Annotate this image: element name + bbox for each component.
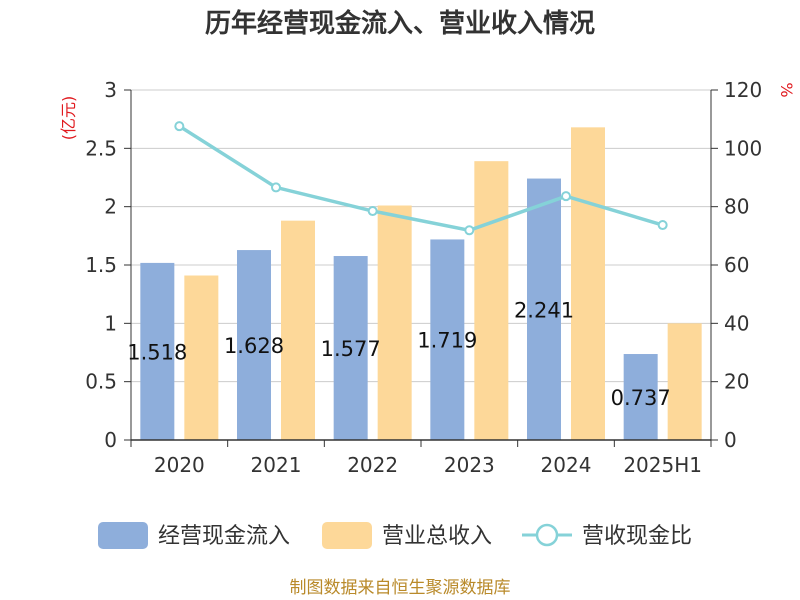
- x-tick-label: 2020: [154, 453, 205, 477]
- cash-inflow-bar: [333, 256, 368, 440]
- legend-label-revenue: 营业总收入: [382, 524, 492, 549]
- right-tick-label: 120: [724, 78, 762, 102]
- left-tick-label: 0.5: [85, 370, 117, 394]
- data-labels: 1.518 1.628 1.577 1.719 2.241 0.737: [127, 298, 670, 410]
- ratio-polyline: [178, 124, 664, 233]
- x-tick-label: 2022: [347, 453, 398, 477]
- right-tick-label: 20: [724, 370, 749, 394]
- x-tick-label: 2021: [251, 453, 302, 477]
- left-tick-label: 1: [104, 311, 117, 335]
- left-tick-label: 0: [104, 428, 117, 452]
- right-axis-unit: %: [777, 82, 796, 97]
- revenue-bar: [281, 220, 315, 440]
- revenue-bar: [474, 161, 509, 440]
- legend-swatch-cash-inflow: [98, 522, 148, 549]
- left-tick-label: 2: [104, 195, 117, 219]
- axes: 0 0.5 1 1.5 2 2.5 3 0 20 40 60 80 100 120 2020 2021 2022…: [85, 78, 762, 477]
- right-tick-label: 0: [724, 428, 737, 452]
- cash-inflow-data-label: 1.577: [321, 337, 381, 361]
- legend: 经营现金流入 营业总收入 营收现金比: [98, 522, 692, 549]
- right-tick-label: 60: [724, 253, 749, 277]
- x-tick-label: 2023: [444, 453, 495, 477]
- cash-inflow-bar: [430, 239, 465, 440]
- cash-inflow-data-label: 1.719: [417, 329, 477, 353]
- ratio-point: [271, 182, 281, 193]
- right-tick-label: 80: [724, 195, 749, 219]
- ratio-point: [464, 225, 475, 236]
- x-tick-label: 2025H1: [623, 453, 702, 477]
- revenue-bar: [667, 323, 702, 440]
- cash-inflow-bar: [623, 354, 658, 440]
- left-tick-label: 3: [104, 78, 117, 102]
- ratio-point: [561, 191, 571, 202]
- ratio-point: [367, 206, 378, 217]
- legend-swatch-revenue: [322, 522, 372, 549]
- legend-label-cash-inflow: 经营现金流入: [158, 524, 290, 549]
- revenue-bar: [184, 275, 219, 440]
- cash-inflow-data-label: 1.518: [127, 340, 187, 364]
- cash-inflow-bar: [237, 250, 271, 440]
- right-tick-label: 100: [724, 136, 762, 160]
- ratio-line: [174, 121, 668, 236]
- ratio-point: [174, 121, 185, 132]
- ratio-point: [657, 220, 668, 231]
- revenue-bar: [571, 127, 605, 440]
- cash-inflow-data-label: 2.241: [514, 298, 574, 322]
- legend-label-ratio: 营收现金比: [582, 524, 692, 549]
- left-tick-label: 1.5: [85, 253, 117, 277]
- x-tick-label: 2024: [541, 453, 592, 477]
- left-axis-unit: (亿元): [59, 96, 78, 141]
- left-tick-label: 2.5: [85, 136, 117, 160]
- grid: [131, 89, 711, 383]
- cash-inflow-bar: [527, 178, 561, 441]
- bars: [140, 127, 702, 441]
- right-tick-label: 40: [724, 311, 749, 335]
- chart-title: 历年经营现金流入、营业收入情况: [205, 8, 595, 39]
- revenue-bar: [377, 205, 412, 440]
- cash-inflow-bar: [140, 262, 175, 440]
- cash-inflow-data-label: 1.628: [224, 334, 284, 358]
- cash-inflow-data-label: 0.737: [611, 386, 671, 410]
- legend-marker-ratio: [535, 523, 559, 547]
- source-note: 制图数据来自恒生聚源数据库: [290, 578, 511, 598]
